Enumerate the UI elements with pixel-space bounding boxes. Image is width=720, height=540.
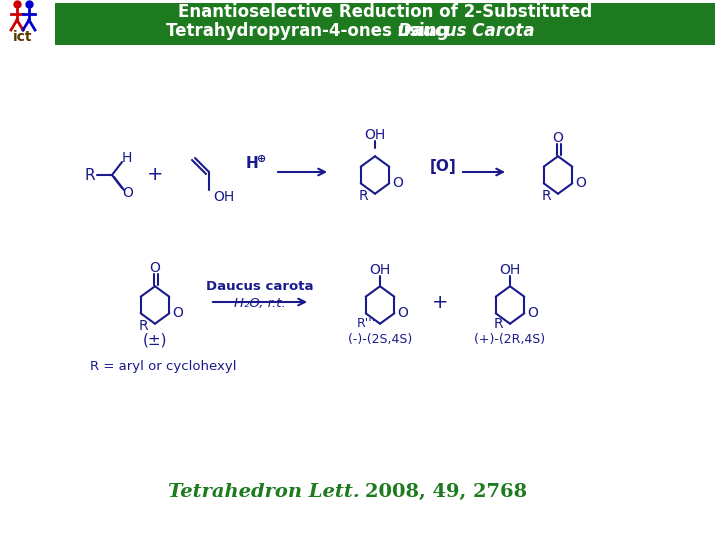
Text: OH: OH [364, 128, 386, 142]
Text: 2008, 49, 2768: 2008, 49, 2768 [365, 483, 527, 501]
Text: ict: ict [13, 30, 32, 44]
Text: +: + [432, 293, 449, 312]
Text: [O]: [O] [430, 159, 456, 173]
Text: (+)-​(2R,4S): (+)-​(2R,4S) [474, 333, 546, 346]
Text: Enantioselective Reduction of 2-Substituted: Enantioselective Reduction of 2-Substitu… [178, 3, 592, 21]
Text: R: R [138, 319, 148, 333]
Text: H₂O, r.t.: H₂O, r.t. [234, 298, 286, 310]
Text: R: R [493, 317, 503, 330]
Text: ⊕: ⊕ [257, 154, 266, 164]
Text: O: O [172, 306, 183, 320]
Text: +: + [147, 165, 163, 185]
Text: OH: OH [369, 264, 391, 277]
Text: OH: OH [213, 190, 234, 204]
Text: (-)-​(2S,4S): (-)-​(2S,4S) [348, 333, 412, 346]
Text: Daucus Carota: Daucus Carota [397, 22, 534, 40]
Text: OH: OH [500, 264, 521, 277]
Text: O: O [527, 306, 538, 320]
Text: R: R [85, 167, 95, 183]
Text: H: H [246, 157, 258, 172]
Text: Tetrahedron Lett.: Tetrahedron Lett. [168, 483, 360, 501]
Text: R = aryl or cyclohexyl: R = aryl or cyclohexyl [90, 360, 236, 373]
Text: O: O [150, 261, 161, 275]
Text: R''': R''' [356, 317, 376, 330]
Text: O: O [122, 186, 133, 200]
Text: Daucus carota: Daucus carota [206, 280, 314, 293]
Bar [55, 3, 715, 45]
Text: O: O [575, 177, 586, 190]
Text: O: O [397, 306, 408, 320]
Text: (±): (±) [143, 332, 167, 347]
Text: O: O [552, 131, 564, 145]
Text: O: O [392, 177, 402, 190]
Text: H: H [122, 151, 132, 165]
Text: R: R [358, 188, 368, 202]
Text: R: R [541, 188, 551, 202]
Text: Tetrahydropyran-4-ones using: Tetrahydropyran-4-ones using [166, 22, 454, 40]
